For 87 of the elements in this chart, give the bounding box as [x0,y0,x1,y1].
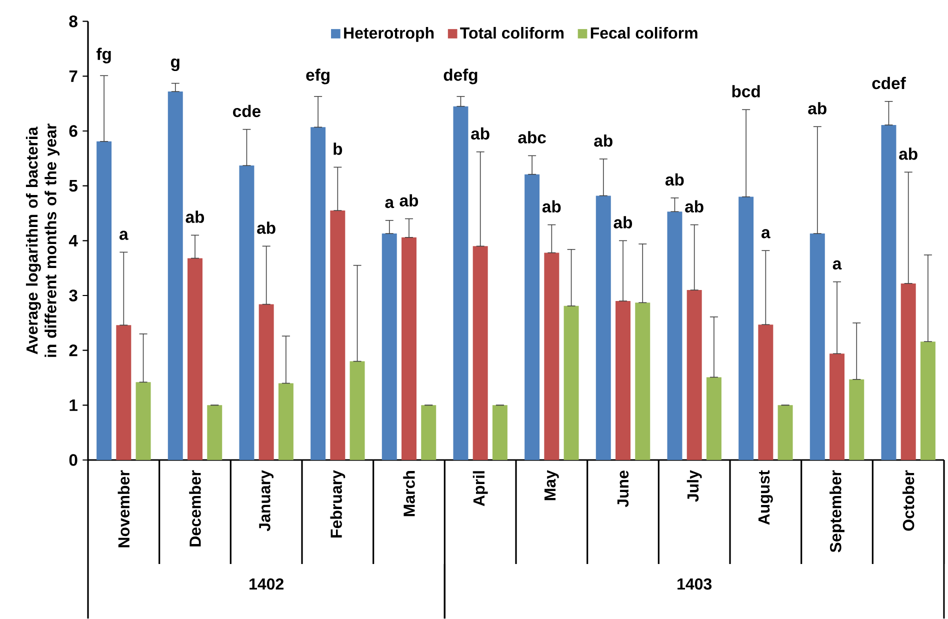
bar [596,196,611,460]
annotation: cde [233,105,261,118]
x-tick-label: November [118,470,130,548]
bar [920,342,936,460]
annotation: a [762,229,770,238]
annotation: a [120,230,128,240]
bar [758,324,774,460]
bar [738,196,754,460]
y-tick-label: 5 [69,180,78,192]
x-tick-label: March [403,471,415,516]
bar [635,302,650,460]
x-tick-label: October [902,470,914,531]
x-tick-label: January [259,470,274,532]
y-tick-label: 7 [69,70,78,82]
bar [258,304,274,460]
annotation: a [832,260,842,270]
bar [686,290,702,460]
legend-label: Total coliform [460,27,564,39]
bar [310,127,326,460]
bar [849,380,864,460]
bar [881,125,896,460]
annotation: g [170,58,180,72]
bar [136,382,151,460]
bar [616,301,630,460]
bar [207,405,222,460]
x-tick-label: February [330,470,346,538]
bar [706,377,722,460]
text: 1403 [678,578,712,590]
bar [278,383,294,460]
bar [524,174,540,460]
y-tick-label: 0 [69,454,78,466]
annotation: bcd [732,85,760,98]
x-tick-label: December [189,470,201,547]
annotation: a [385,199,394,208]
bar [330,210,346,460]
bar [188,258,202,460]
bar [239,166,254,460]
bar [402,238,416,460]
annotation: cdef [872,77,906,90]
bar [421,405,436,460]
bar [778,405,793,460]
x-tick-label: May [544,470,559,500]
bar [667,212,682,460]
legend-label: Fecal coliform [590,27,698,39]
bar [116,325,132,460]
bar [168,92,183,460]
annotation: abc [518,131,546,144]
y-tick-label: 8 [69,16,78,28]
bar [544,252,560,460]
annotation: b [334,142,342,156]
y-tick-label: 6 [69,125,78,138]
annotation: ab [400,194,418,207]
annotation: defg [444,68,478,84]
bar [472,246,488,460]
annotation: ab [808,102,826,115]
bar [810,234,825,460]
annotation: fg [96,48,111,64]
annotation: ab [614,216,632,229]
legend-label: Heterotroph [344,27,434,42]
y-tick-label: 4 [68,235,78,247]
bar [453,106,468,460]
bar [96,142,112,460]
bar [900,284,916,460]
y-tick-label: 2 [69,344,78,356]
bar [382,234,397,460]
x-tick-label: August [758,470,773,525]
bar [564,306,579,460]
bar [492,405,508,460]
annotation: efg [306,68,330,84]
annotation: ab [685,200,704,213]
annotation: ab [542,200,561,213]
annotation: ab [594,134,612,147]
x-tick-label: July [686,470,702,502]
y-tick-label: 3 [69,290,78,302]
x-tick-label: June [617,470,629,508]
y-axis-title: Average logarithm of bacteria in different months of the year [26,124,60,358]
annotation: ab [665,174,684,186]
y-tick-label: 1 [70,400,78,412]
x-tick-label: September [830,470,844,552]
annotation: ab [186,210,204,224]
annotation: ab [257,222,276,234]
x-tick-label: April [472,471,488,506]
annotation: ab [899,148,918,160]
annotation: ab [471,127,490,140]
text: 1402 [250,578,284,590]
bar [830,354,844,460]
bar [350,361,365,460]
